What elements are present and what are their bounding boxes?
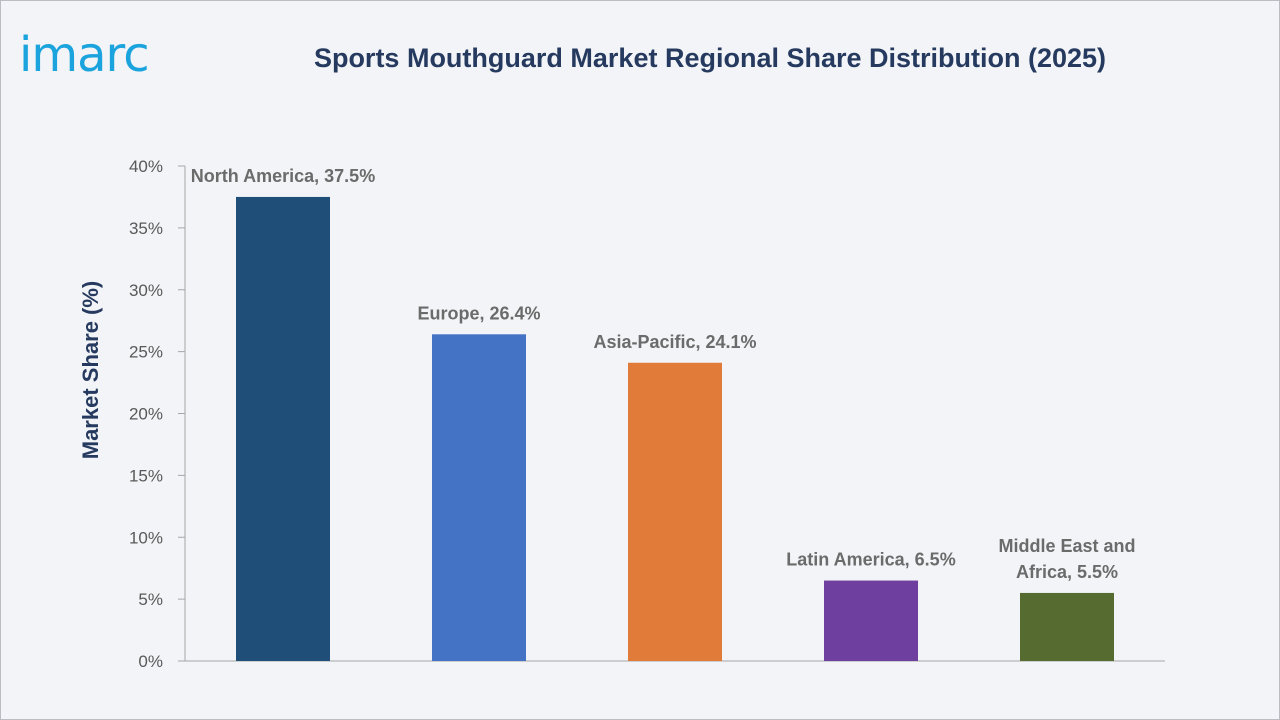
bars (236, 196, 1114, 661)
bar-data-label: Africa, 5.5% (1016, 562, 1118, 582)
bar-data-label: Middle East and (998, 536, 1135, 556)
y-tick-label: 35% (129, 219, 163, 238)
y-tick-label: 15% (129, 466, 163, 485)
data-labels: North America, 37.5% Europe, 26.4% Asia-Pa… (191, 166, 1136, 582)
chart-title: Sports Mouthguard Market Regional Share … (313, 43, 1107, 73)
y-tick-label: 40% (129, 157, 163, 176)
y-tick-label: 25% (129, 343, 163, 362)
y-axis: 0% 5% 10% 15% 20% 25% 30% 35% 40% (129, 157, 1165, 671)
bar (236, 196, 330, 661)
bar-data-label: Latin America, 6.5% (786, 550, 955, 570)
y-tick-label: 20% (129, 405, 163, 424)
y-axis-label: Market Share (%) (78, 281, 103, 460)
imarc-logo: imarc (19, 27, 150, 83)
bar-data-label: Asia-Pacific, 24.1% (593, 332, 756, 352)
y-tick-label: 30% (129, 281, 163, 300)
bar (432, 334, 526, 661)
y-tick-label: 0% (138, 652, 163, 671)
y-tick-label: 5% (138, 590, 163, 609)
bar (1020, 592, 1114, 661)
bar-data-label: Europe, 26.4% (417, 303, 540, 323)
bar (824, 580, 918, 661)
bar (628, 362, 722, 661)
y-tick-label: 10% (129, 528, 163, 547)
bar-data-label: North America, 37.5% (191, 166, 375, 186)
